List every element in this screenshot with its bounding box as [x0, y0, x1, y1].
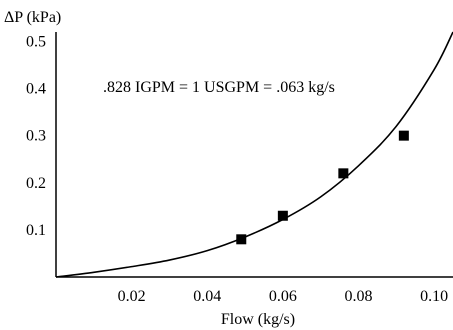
- y-axis-label: ΔP (kPa): [4, 9, 61, 26]
- x-tick-label: 0.04: [193, 288, 221, 305]
- data-point: [236, 234, 247, 245]
- data-point: [277, 210, 288, 221]
- tick-labels: 0.02 0.04 0.06 0.08 0.10 0.1 0.2 0.3 0.4 0.5: [26, 33, 448, 305]
- x-tick-label: 0.10: [420, 288, 448, 305]
- axes: [55, 32, 453, 278]
- curve-line: [55, 31, 453, 278]
- y-tick-label: 0.3: [26, 128, 46, 145]
- data-point: [398, 130, 409, 141]
- y-tick-label: 0.2: [26, 175, 46, 192]
- chart-annotation: .828 IGPM = 1 USGPM = .063 kg/s: [103, 79, 335, 96]
- x-tick-label: 0.02: [118, 288, 146, 305]
- y-tick-label: 0.1: [26, 222, 46, 239]
- y-tick-label: 0.4: [26, 81, 46, 98]
- fit-curve: [55, 31, 453, 278]
- data-points: [236, 130, 409, 245]
- x-tick-label: 0.08: [344, 288, 372, 305]
- x-tick-label: 0.06: [269, 288, 297, 305]
- y-tick-label: 0.5: [26, 33, 46, 50]
- data-point: [338, 168, 349, 179]
- x-axis-label: Flow (kg/s): [221, 311, 295, 328]
